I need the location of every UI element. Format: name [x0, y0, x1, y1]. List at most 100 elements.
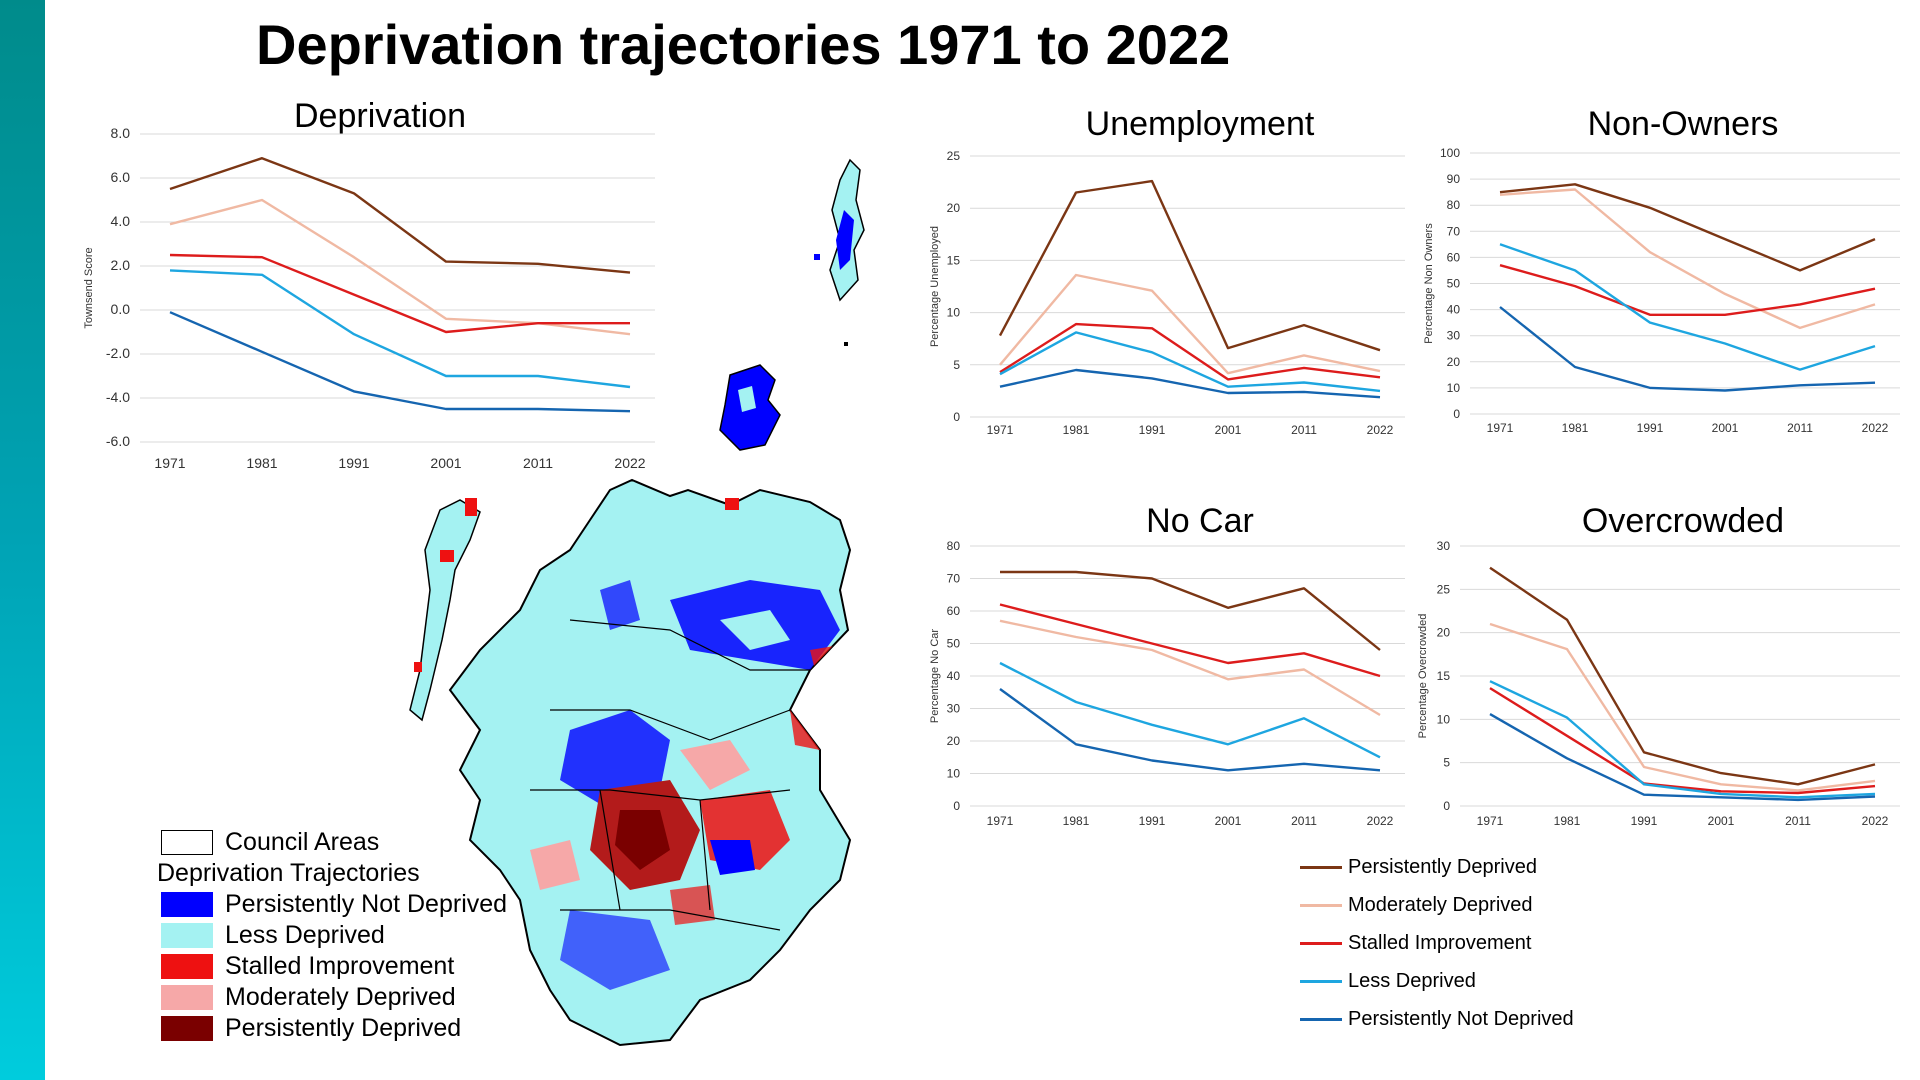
y-tick-label: 30 [1447, 329, 1461, 343]
x-tick-label: 1981 [1063, 814, 1090, 828]
y-tick-label: 0 [1443, 799, 1450, 813]
deprivation-series-persistently-deprived [169, 156, 631, 274]
y-tick-label: 40 [1447, 303, 1461, 317]
non-owners-series-persistently-deprived [1499, 183, 1876, 272]
y-tick-label: 90 [1447, 172, 1461, 186]
y-tick-label: 60 [947, 604, 961, 618]
council-boundaries [530, 619, 810, 931]
scotland-map [409, 158, 865, 1047]
x-tick-label: 1971 [987, 423, 1014, 437]
x-tick-label: 1981 [1063, 423, 1090, 437]
line-legend-swatch [1300, 903, 1342, 907]
side-accent-bar [0, 0, 45, 1080]
x-tick-label: 1981 [246, 455, 277, 471]
overcrowded-series-persistently-deprived [1489, 566, 1876, 786]
x-tick-label: 2022 [614, 455, 645, 471]
y-tick-label: 5 [953, 358, 960, 372]
x-tick-label: 2001 [1712, 421, 1739, 435]
western-isles [409, 499, 481, 722]
unemployment-chart: Unemployment 0 5 10 15 20 25 1971 1981 1991 2001 20… [929, 105, 1405, 437]
highland-patch [600, 580, 640, 630]
line-chart-legend: Persistently Deprived Moderately Deprive… [1300, 848, 1574, 1038]
line-legend-item: Stalled Improvement [1300, 924, 1574, 962]
x-tick-label: 2001 [1708, 814, 1735, 828]
y-tick-label: 15 [1437, 669, 1451, 683]
non-owners-title: Non-Owners [1588, 105, 1779, 143]
x-tick-label: 2001 [1215, 814, 1242, 828]
fife-patch [680, 740, 750, 790]
wick-patch [725, 498, 739, 510]
y-tick-label: 50 [947, 637, 961, 651]
map-legend-council-label: Council Areas [225, 828, 380, 856]
y-tick-label: 20 [1437, 626, 1451, 640]
patch-light [720, 610, 790, 650]
line-legend-item: Persistently Deprived [1300, 848, 1574, 886]
line-legend-label: Moderately Deprived [1348, 893, 1533, 916]
y-tick-label: 8.0 [111, 125, 131, 141]
map-legend-item: Moderately Deprived [155, 982, 507, 1013]
line-legend-swatch [1300, 941, 1342, 945]
y-tick-label: 4.0 [111, 213, 131, 229]
unemployment-series-less-deprived [999, 331, 1381, 393]
no-car-title: No Car [1146, 502, 1254, 540]
non-owners-series-less-deprived [1499, 243, 1876, 371]
no-car-series-less-deprived [999, 661, 1381, 759]
y-tick-label: 0 [953, 410, 960, 424]
map-legend: Council Areas Deprivation Trajectories P… [155, 827, 507, 1044]
western-isles-stalled-2 [440, 550, 454, 562]
unemployment-series-persistently-not-deprived [999, 368, 1381, 399]
x-tick-label: 1981 [1554, 814, 1581, 828]
x-tick-label: 1991 [1139, 814, 1166, 828]
fair-isle [814, 254, 820, 260]
deprivation-series-stalled-improvement [169, 253, 630, 334]
x-tick-label: 1971 [1477, 814, 1504, 828]
y-tick-label: 2.0 [111, 257, 131, 273]
y-tick-label: 70 [1447, 224, 1461, 238]
x-tick-label: 2022 [1367, 814, 1394, 828]
x-tick-label: 1971 [987, 814, 1014, 828]
y-tick-label: 25 [1437, 582, 1451, 596]
x-tick-label: 2011 [1787, 421, 1813, 435]
lanark-patch [670, 885, 715, 925]
map-legend-item: Less Deprived [155, 920, 507, 951]
x-tick-label: 2011 [1291, 814, 1317, 828]
map-legend-label: Less Deprived [225, 921, 385, 949]
line-legend-item: Persistently Not Deprived [1300, 1000, 1574, 1038]
no-car-series-moderately-deprived [999, 619, 1381, 717]
y-tick-label: 80 [947, 539, 961, 553]
y-tick-label: 6.0 [111, 169, 131, 185]
y-tick-label: 80 [1447, 198, 1461, 212]
x-tick-label: 2001 [430, 455, 461, 471]
non-owners-chart: Non-Owners 0 10 20 30 40 50 60 70 80 90 100 1971 1981… [1423, 105, 1900, 435]
x-tick-label: 1991 [1637, 421, 1664, 435]
line-legend-label: Stalled Improvement [1348, 931, 1532, 954]
deprivation-series-less-deprived [169, 269, 631, 389]
x-tick-label: 1981 [1562, 421, 1589, 435]
unemployment-series-moderately-deprived [999, 273, 1381, 375]
page-title: Deprivation trajectories 1971 to 2022 [256, 13, 1231, 76]
y-tick-label: 15 [947, 253, 961, 267]
x-tick-label: 2011 [523, 455, 553, 471]
map-legend-council-row: Council Areas [155, 827, 507, 858]
ayrshire-patch [530, 840, 580, 890]
y-tick-label: 10 [1447, 381, 1461, 395]
south-blue-patch [560, 910, 670, 990]
non-owners-series-stalled-improvement [1499, 264, 1876, 316]
unemployment-ylabel: Percentage Unemployed [929, 226, 941, 347]
shetland-not-deprived [836, 210, 854, 270]
x-tick-label: 1971 [1487, 421, 1514, 435]
islet [844, 342, 848, 346]
deprivation-series-persistently-not-deprived [169, 311, 631, 413]
line-legend-item: Moderately Deprived [1300, 886, 1574, 924]
y-tick-label: 70 [947, 572, 961, 586]
map-legend-swatch-stalled [161, 954, 213, 979]
unemployment-series-stalled-improvement [999, 322, 1381, 381]
y-tick-label: 50 [1447, 277, 1461, 291]
y-tick-label: 30 [1437, 539, 1451, 553]
x-tick-label: 2011 [1291, 423, 1317, 437]
non-owners-series-persistently-not-deprived [1499, 306, 1876, 392]
map-legend-label: Stalled Improvement [225, 952, 455, 980]
y-tick-label: 10 [947, 306, 961, 320]
map-legend-swatch-less-deprived [161, 923, 213, 948]
x-tick-label: 2022 [1862, 814, 1889, 828]
